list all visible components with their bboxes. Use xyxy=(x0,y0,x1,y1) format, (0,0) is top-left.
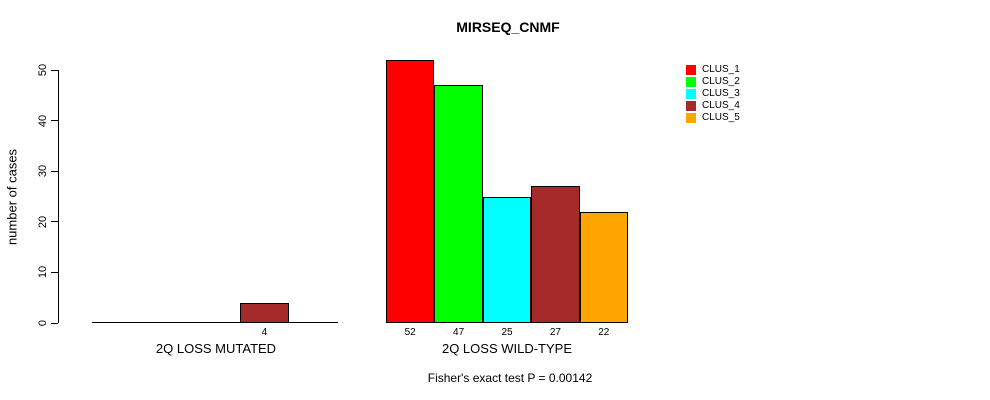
y-axis-line xyxy=(58,70,59,323)
bar-count-label: 22 xyxy=(598,327,610,338)
legend-label: CLUS_3 xyxy=(702,88,740,99)
legend-label: CLUS_1 xyxy=(702,64,740,75)
bar-count-label: 47 xyxy=(453,327,465,338)
legend-item: CLUS_2 xyxy=(686,77,740,87)
bar-clus_3-wild-type xyxy=(482,196,532,323)
bar-clus_4-mutated xyxy=(240,302,289,323)
legend-label: CLUS_5 xyxy=(702,112,740,123)
x-category-label: 2Q LOSS MUTATED xyxy=(155,341,277,356)
bar-clus_2-wild-type xyxy=(434,85,483,323)
bar-count-label: 25 xyxy=(501,327,513,338)
bar-clus_4-wild-type xyxy=(531,186,580,323)
legend-item: CLUS_3 xyxy=(686,89,740,99)
y-tick-label: 30 xyxy=(37,165,49,178)
y-axis-tick xyxy=(51,322,58,324)
y-axis-tick xyxy=(51,221,58,223)
legend-swatch-clus_1 xyxy=(686,65,696,75)
y-axis-tick xyxy=(51,170,58,172)
legend-swatch-clus_5 xyxy=(686,113,696,123)
chart-title: MIRSEQ_CNMF xyxy=(456,19,560,35)
y-axis-tick xyxy=(51,271,58,273)
bar-clus_5-wild-type xyxy=(579,211,628,323)
legend-swatch-clus_3 xyxy=(686,89,696,99)
group-baseline xyxy=(92,322,338,323)
bar-count-label: 4 xyxy=(261,327,268,338)
y-tick-label: 0 xyxy=(37,319,49,327)
legend-label: CLUS_2 xyxy=(702,76,740,87)
x-category-label: 2Q LOSS WILD-TYPE xyxy=(441,341,573,356)
bar-count-label: 52 xyxy=(404,327,416,338)
annotation-text: Fisher's exact test P = 0.00142 xyxy=(427,371,593,385)
legend-item: CLUS_4 xyxy=(686,101,740,111)
y-tick-label: 40 xyxy=(37,114,49,127)
y-tick-label: 50 xyxy=(37,63,49,77)
y-tick-label: 10 xyxy=(37,266,49,279)
y-tick-label: 20 xyxy=(37,215,49,228)
y-axis-label: number of cases xyxy=(4,148,20,246)
legend-item: CLUS_5 xyxy=(686,113,740,123)
bar-count-label: 27 xyxy=(549,327,561,338)
legend-swatch-clus_4 xyxy=(686,101,696,111)
y-axis-tick xyxy=(51,120,58,122)
legend-item: CLUS_1 xyxy=(686,65,740,75)
bar-clus_1-wild-type xyxy=(386,59,435,323)
legend-swatch-clus_2 xyxy=(686,77,696,87)
y-axis-tick xyxy=(51,69,58,71)
legend-label: CLUS_4 xyxy=(702,100,740,111)
